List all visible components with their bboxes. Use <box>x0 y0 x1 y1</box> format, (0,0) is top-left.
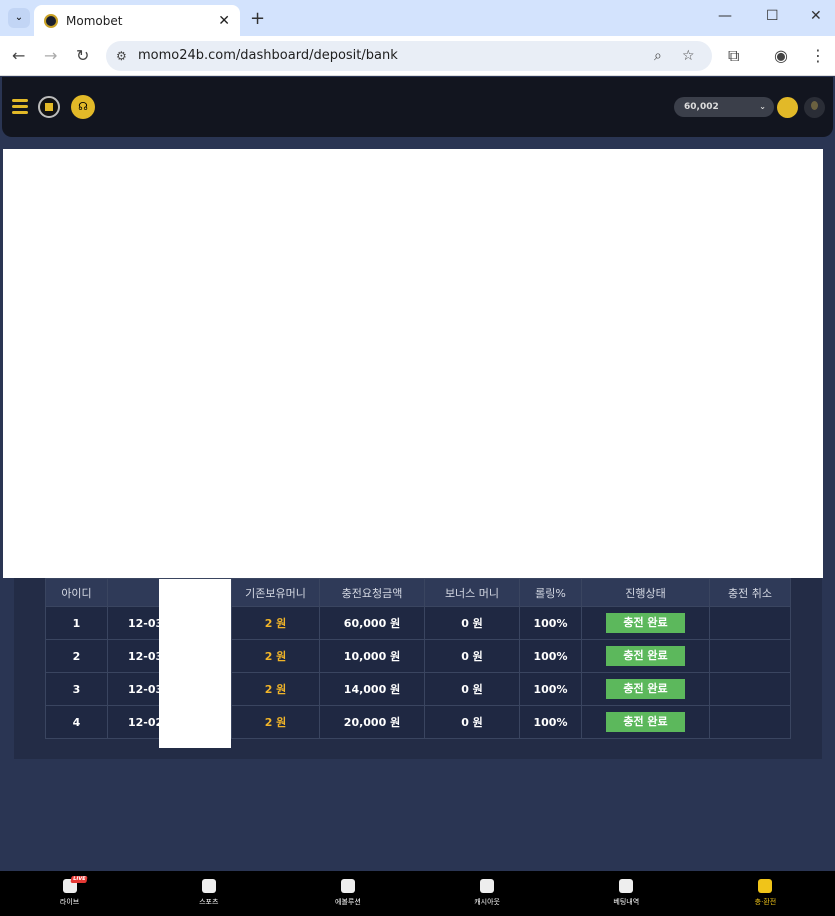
maximize-button[interactable]: ☐ <box>766 8 779 24</box>
cell-id: 1 <box>45 606 108 640</box>
cell-prev-money: 2 원 <box>231 606 320 640</box>
cell-cancel <box>709 606 791 640</box>
status-badge: 충전 완료 <box>606 613 685 633</box>
browser-tabstrip: ⌄ Momobet ✕ + — ☐ ✕ <box>0 0 835 36</box>
table-row: 3 12-03 2 원 14,000 원 0 원 100% 충전 완료 <box>45 672 791 706</box>
col-header: 아이디 <box>45 578 108 607</box>
bottom-nav: 라이브 LIVE 스포츠 에볼루션 캐시아웃 베팅내역 충·환전 <box>0 871 835 916</box>
bottom-nav-item[interactable]: 캐시아웃 <box>418 871 557 916</box>
cell-cancel <box>709 672 791 706</box>
cell-id: 2 <box>45 639 108 673</box>
cell-bonus: 0 원 <box>424 606 520 640</box>
site-info-icon[interactable]: ⚙ <box>116 49 127 63</box>
tab-title: Momobet <box>66 13 123 28</box>
cell-id: 4 <box>45 705 108 739</box>
status-badge: 충전 완료 <box>606 679 685 699</box>
new-tab-button[interactable]: + <box>250 8 266 29</box>
nav-label: 베팅내역 <box>613 898 640 906</box>
site-header: ☊ 60,002 ⌄ <box>2 77 833 137</box>
bottom-nav-item[interactable]: 베팅내역 <box>557 871 696 916</box>
cell-status: 충전 완료 <box>581 705 710 739</box>
cell-prev-money: 2 원 <box>231 672 320 706</box>
bookmark-star-icon[interactable]: ☆ <box>682 48 695 64</box>
bottom-nav-item[interactable]: 충·환전 <box>696 871 835 916</box>
deposit-history-table: 아이디 요청 기존보유머니 충전요청금액 보너스 머니 롤링% 진행상태 충전 … <box>45 578 791 739</box>
address-bar[interactable]: ⚙ momo24b.com/dashboard/deposit/bank ⌕ ☆ <box>106 41 712 71</box>
profile-icon[interactable]: ◉ <box>774 46 788 65</box>
nav-icon <box>201 879 216 893</box>
table-row: 2 12-03 2 원 10,000 원 0 원 100% 충전 완료 <box>45 639 791 673</box>
forward-button[interactable]: → <box>44 46 58 65</box>
cell-amount: 10,000 원 <box>319 639 425 673</box>
col-header: 충전요청금액 <box>319 578 425 607</box>
status-badge: 충전 완료 <box>606 712 685 732</box>
cell-amount: 60,000 원 <box>319 606 425 640</box>
col-header: 기존보유머니 <box>231 578 320 607</box>
cell-amount: 14,000 원 <box>319 672 425 706</box>
wallet-icon[interactable] <box>777 97 798 118</box>
favicon-icon <box>44 13 58 28</box>
cell-prev-money: 2 원 <box>231 639 320 673</box>
extensions-icon[interactable]: ⧉ <box>728 46 740 65</box>
chevron-down-icon: ⌄ <box>759 102 766 111</box>
col-header: 충전 취소 <box>709 578 791 607</box>
reload-button[interactable]: ↻ <box>76 46 90 65</box>
support-headset-icon[interactable]: ☊ <box>71 95 95 119</box>
live-badge: LIVE <box>69 876 88 883</box>
balance-dropdown[interactable]: 60,002 ⌄ <box>674 97 774 117</box>
bottom-nav-item[interactable]: 라이브 LIVE <box>0 871 139 916</box>
cell-bonus: 0 원 <box>424 639 520 673</box>
nav-icon <box>758 879 773 893</box>
close-window-button[interactable]: ✕ <box>810 8 822 24</box>
nav-icon <box>480 879 495 893</box>
close-tab-icon[interactable]: ✕ <box>218 12 230 29</box>
nav-label: 캐시아웃 <box>474 898 500 906</box>
redacted-area <box>3 149 823 578</box>
col-header: 진행상태 <box>581 578 710 607</box>
cell-rolling: 100% <box>519 705 582 739</box>
cell-status: 충전 완료 <box>581 672 710 706</box>
redacted-area <box>159 579 231 748</box>
cell-amount: 20,000 원 <box>319 705 425 739</box>
table-row: 1 12-03 2 원 60,000 원 0 원 100% 충전 완료 <box>45 606 791 640</box>
avatar[interactable] <box>804 97 825 118</box>
col-header: 롤링% <box>519 578 582 607</box>
browser-toolbar: ← → ↻ ⚙ momo24b.com/dashboard/deposit/ban… <box>0 36 835 76</box>
nav-label: 스포츠 <box>199 898 219 906</box>
cell-cancel <box>709 705 791 739</box>
hamburger-menu-icon[interactable] <box>12 99 28 117</box>
bottom-nav-item[interactable]: 스포츠 <box>139 871 278 916</box>
menu-icon[interactable]: ⋮ <box>810 46 826 65</box>
balance-value: 60,002 <box>684 102 719 112</box>
back-button[interactable]: ← <box>12 46 26 65</box>
cell-status: 충전 완료 <box>581 639 710 673</box>
url-text: momo24b.com/dashboard/deposit/bank <box>138 48 398 63</box>
cell-status: 충전 완료 <box>581 606 710 640</box>
nav-icon <box>340 879 355 893</box>
zoom-icon[interactable]: ⌕ <box>654 48 662 64</box>
nav-label: 충·환전 <box>754 898 777 906</box>
site-logo-icon[interactable] <box>38 96 60 118</box>
cell-rolling: 100% <box>519 606 582 640</box>
col-header: 보너스 머니 <box>424 578 520 607</box>
cell-bonus: 0 원 <box>424 672 520 706</box>
cell-rolling: 100% <box>519 639 582 673</box>
table-row: 4 12-02 2 원 20,000 원 0 원 100% 충전 완료 <box>45 705 791 739</box>
cell-prev-money: 2 원 <box>231 705 320 739</box>
bottom-nav-item[interactable]: 에볼루션 <box>278 871 417 916</box>
nav-icon <box>619 879 634 893</box>
nav-label: 라이브 <box>59 898 80 906</box>
cell-cancel <box>709 639 791 673</box>
browser-tab[interactable]: Momobet ✕ <box>34 5 240 36</box>
status-badge: 충전 완료 <box>606 646 685 666</box>
cell-rolling: 100% <box>519 672 582 706</box>
cell-bonus: 0 원 <box>424 705 520 739</box>
nav-label: 에볼루션 <box>335 898 361 906</box>
minimize-button[interactable]: — <box>718 8 732 24</box>
cell-id: 3 <box>45 672 108 706</box>
tab-search-button[interactable]: ⌄ <box>8 8 30 28</box>
